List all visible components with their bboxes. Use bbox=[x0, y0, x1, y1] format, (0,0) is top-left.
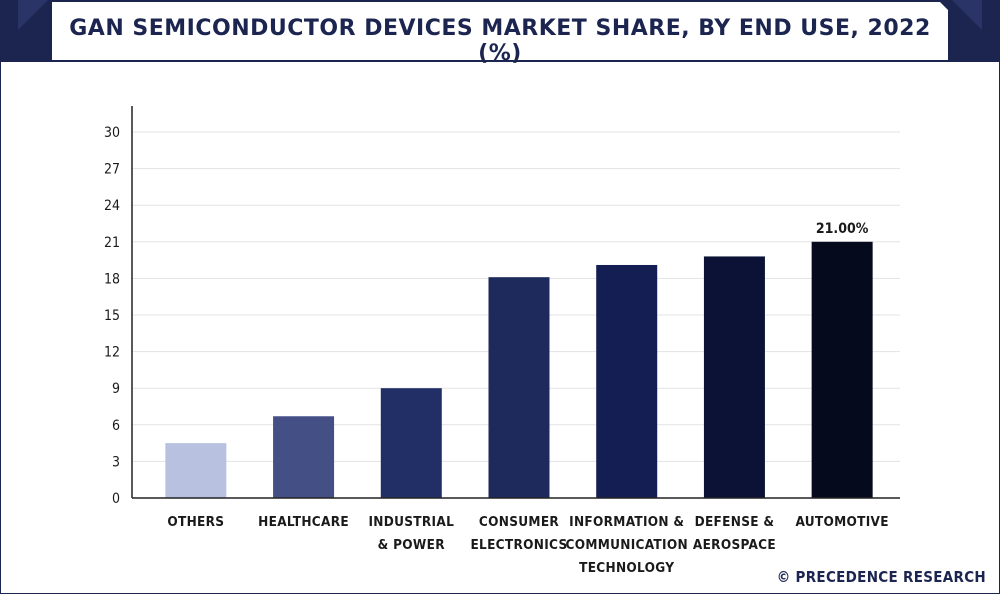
x-category-label: INFORMATION & COMMUNICATION TECHNOLOGY bbox=[566, 514, 688, 576]
y-tick-label: 21 bbox=[104, 235, 120, 251]
x-category-label: INDUSTRIAL & POWER bbox=[368, 514, 454, 553]
x-category-label: OTHERS bbox=[167, 514, 224, 530]
x-category-label: DEFENSE & AEROSPACE bbox=[693, 514, 776, 553]
data-label: 21.00% bbox=[816, 221, 869, 237]
y-tick-label: 12 bbox=[104, 345, 120, 361]
title-corner-right-accent bbox=[952, 0, 982, 30]
bar bbox=[165, 443, 227, 498]
bar-chart: 0 3 6 9 12 15 18 21 24 27 30 21.00% OTHERS HEALTHCA… bbox=[104, 106, 900, 576]
y-tick-label: 30 bbox=[104, 125, 120, 141]
y-tick-label: 9 bbox=[112, 381, 120, 397]
x-category-label: CONSUMER ELECTRONICS bbox=[470, 514, 567, 553]
title-corner-left-accent bbox=[18, 0, 48, 30]
title-panel bbox=[52, 2, 948, 60]
y-tick-label: 27 bbox=[104, 162, 120, 178]
bar bbox=[488, 277, 550, 498]
bar bbox=[596, 264, 658, 498]
title-bar: GAN SEMICONDUCTOR DEVICES MARKET SHARE, … bbox=[0, 0, 1000, 66]
y-tick-label: 3 bbox=[112, 454, 120, 470]
bar bbox=[703, 256, 765, 498]
y-tick-label: 18 bbox=[104, 271, 120, 287]
y-axis-ticks: 0 3 6 9 12 15 18 21 24 27 30 bbox=[104, 125, 120, 507]
y-tick-label: 0 bbox=[112, 491, 120, 507]
bar bbox=[273, 416, 335, 498]
x-axis-categories: OTHERS HEALTHCARE INDUSTRIAL & POWER CONSUME… bbox=[167, 514, 888, 576]
x-category-label: AUTOMOTIVE bbox=[795, 514, 888, 530]
source-credit: © PRECEDENCE RESEARCH bbox=[776, 568, 986, 586]
x-category-label: HEALTHCARE bbox=[258, 514, 349, 530]
chart-title: GAN SEMICONDUCTOR DEVICES MARKET SHARE, … bbox=[69, 16, 931, 66]
y-tick-label: 15 bbox=[104, 308, 120, 324]
data-labels: 21.00% bbox=[816, 221, 869, 237]
bars bbox=[165, 241, 873, 499]
bar bbox=[811, 241, 873, 499]
y-tick-label: 6 bbox=[112, 418, 120, 434]
bar bbox=[380, 388, 442, 498]
y-tick-label: 24 bbox=[104, 198, 120, 214]
